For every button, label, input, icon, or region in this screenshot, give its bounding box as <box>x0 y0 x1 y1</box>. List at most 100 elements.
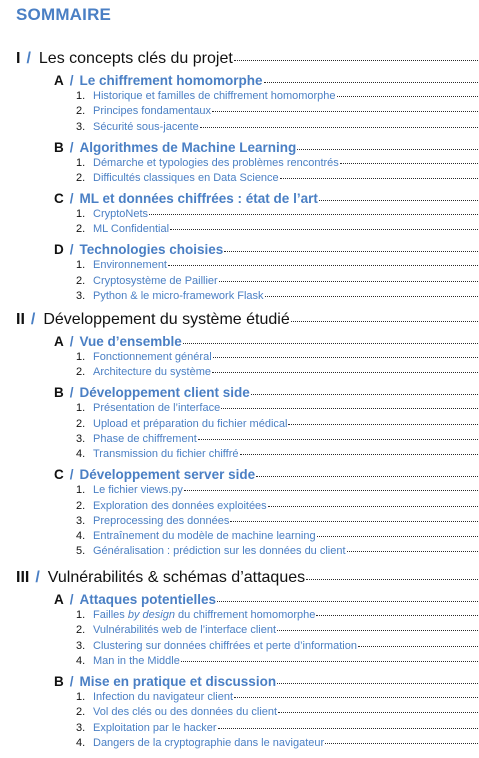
subsection-slash: / <box>69 592 74 607</box>
toc-item[interactable]: 3. Preprocessing des données <box>76 515 478 527</box>
dot-leader <box>306 579 478 580</box>
toc-item[interactable]: 1. Failles by design du chiffrement homom… <box>76 609 478 621</box>
toc-subsection[interactable]: B / Développement client side <box>54 385 478 400</box>
toc-item[interactable]: 3. Clustering sur données chiffrées et pe… <box>76 640 478 652</box>
item-number: 3. <box>76 120 86 133</box>
toc-item[interactable]: 3. Python & le micro-framework Flask <box>76 290 478 302</box>
dot-leader <box>233 60 478 61</box>
toc-subsection[interactable]: B / Mise en pratique et discussion <box>54 674 478 689</box>
dot-leader <box>339 162 478 164</box>
toc-item[interactable]: 2. Vol des clés ou des données du client <box>76 706 478 718</box>
item-number: 2. <box>76 274 86 287</box>
toc-section[interactable]: III / Vulnérabilités & schémas d’attaques <box>16 569 478 587</box>
toc-item[interactable]: 5. Généralisation : prédiction sur les do… <box>76 545 478 557</box>
toc-item[interactable]: 3. Sécurité sous-jacente <box>76 121 478 133</box>
toc-item[interactable]: 1. Historique et familles de chiffrement … <box>76 90 478 102</box>
dot-leader <box>149 213 478 215</box>
toc-subsection[interactable]: D / Technologies choisies <box>54 242 478 257</box>
item-title: Man in the Middle <box>93 654 180 667</box>
toc-item[interactable]: 2. ML Confidential <box>76 223 478 235</box>
item-title: Généralisation : prédiction sur les donn… <box>93 545 346 558</box>
dot-leader <box>170 229 478 231</box>
toc-subsection[interactable]: B / Algorithmes de Machine Learning <box>54 140 478 155</box>
toc-item[interactable]: 2. Architecture du système <box>76 366 478 378</box>
dot-leader <box>297 148 478 150</box>
subsection-title: Développement server side <box>79 467 256 483</box>
item-number: 2. <box>76 624 86 637</box>
section-title: Les concepts clés du projet <box>38 50 233 67</box>
toc-item[interactable]: 1. Infection du navigateur client <box>76 691 478 703</box>
toc-item[interactable]: 1. Fonctionnement général <box>76 351 478 363</box>
item-title: Failles by design du chiffrement homomor… <box>93 609 315 621</box>
toc-item[interactable]: 2. Principes fondamentaux <box>76 105 478 117</box>
toc-subsection[interactable]: C / Développement server side <box>54 467 478 482</box>
toc-section[interactable]: I / Les concepts clés du projet <box>16 50 478 68</box>
toc-item[interactable]: 4. Transmission du fichier chiffré <box>76 448 478 460</box>
subsection-title: ML et données chiffrées : état de l’art <box>79 190 318 206</box>
item-title: Principes fondamentaux <box>93 105 212 118</box>
dot-leader <box>234 696 478 698</box>
toc-subsection[interactable]: A / Vue d’ensemble <box>54 334 478 349</box>
toc-item[interactable]: 1. Le fichier views.py <box>76 484 478 496</box>
item-number: 4. <box>76 530 86 543</box>
toc-subsection[interactable]: A / Le chiffrement homomorphe <box>54 73 478 88</box>
toc-item[interactable]: 1. Présentation de l’interface <box>76 402 478 414</box>
dot-leader <box>197 438 478 440</box>
item-title: Exploitation par le hacker <box>93 721 217 734</box>
toc-subsection[interactable]: A / Attaques potentielles <box>54 592 478 607</box>
item-number: 2. <box>76 706 86 719</box>
item-number: 1. <box>76 484 86 497</box>
section-slash: / <box>26 50 31 67</box>
item-title: ML Confidential <box>93 223 170 236</box>
subsection-letter: C <box>54 467 64 483</box>
item-number: 1. <box>76 156 86 169</box>
item-number: 1. <box>76 351 86 363</box>
toc-item[interactable]: 2. Cryptosystème de Paillier <box>76 275 478 287</box>
item-number: 2. <box>76 417 86 430</box>
item-number: 4. <box>76 654 86 667</box>
item-title: Difficultés classiques en Data Science <box>93 171 279 184</box>
toc-item[interactable]: 2. Exploration des données exploitées <box>76 500 478 512</box>
dot-leader <box>250 394 478 396</box>
item-title: Présentation de l’interface <box>93 402 221 415</box>
toc-item[interactable]: 4. Man in the Middle <box>76 655 478 667</box>
item-title: Historique et familles de chiffrement ho… <box>93 90 336 102</box>
dot-leader <box>239 454 478 456</box>
section-slash: / <box>35 569 40 586</box>
toc-item[interactable]: 2. Vulnérabilités web de l’interface clie… <box>76 624 478 636</box>
toc-subsection[interactable]: C / ML et données chiffrées : état de l’ar… <box>54 191 478 206</box>
item-title: Vulnérabilités web de l’interface client <box>93 624 277 637</box>
dot-leader <box>221 408 478 410</box>
item-title: Upload et préparation du fichier médical <box>93 417 288 430</box>
subsection-title: Vue d’ensemble <box>79 334 182 349</box>
toc-item[interactable]: 4. Dangers de la cryptographie dans le na… <box>76 737 478 749</box>
item-title: Exploration des données exploitées <box>93 499 267 512</box>
item-number: 1. <box>76 690 86 703</box>
item-title: Transmission du fichier chiffré <box>93 448 239 461</box>
item-title: Dangers de la cryptographie dans le navi… <box>93 736 325 749</box>
dot-leader <box>346 551 478 553</box>
subsection-letter: C <box>54 190 64 206</box>
dot-leader <box>199 126 478 128</box>
item-title-pre: Failles <box>93 609 128 621</box>
item-number: 3. <box>76 289 86 302</box>
toc-item[interactable]: 1. Environnement <box>76 259 478 271</box>
toc-item[interactable]: 1. Démarche et typologies des problèmes r… <box>76 157 478 169</box>
item-title: Environnement <box>93 259 167 272</box>
dot-leader <box>279 177 478 179</box>
toc-item[interactable]: 3. Phase de chiffrement <box>76 433 478 445</box>
dot-leader <box>224 251 478 253</box>
dot-leader <box>264 295 478 297</box>
toc-section[interactable]: II / Développement du système étudié <box>16 311 478 329</box>
item-title: Fonctionnement général <box>93 351 212 363</box>
item-title: Infection du navigateur client <box>93 690 234 703</box>
toc-item[interactable]: 4. Entraînement du modèle de machine lear… <box>76 530 478 542</box>
item-number: 1. <box>76 259 86 272</box>
toc-item[interactable]: 2. Difficultés classiques en Data Science <box>76 172 478 184</box>
toc-item[interactable]: 3. Exploitation par le hacker <box>76 722 478 734</box>
toc-item[interactable]: 1. CryptoNets <box>76 208 478 220</box>
dot-leader <box>318 199 478 201</box>
toc-item[interactable]: 2. Upload et préparation du fichier médic… <box>76 418 478 430</box>
item-number: 2. <box>76 105 86 118</box>
item-title: Sécurité sous-jacente <box>93 120 199 133</box>
